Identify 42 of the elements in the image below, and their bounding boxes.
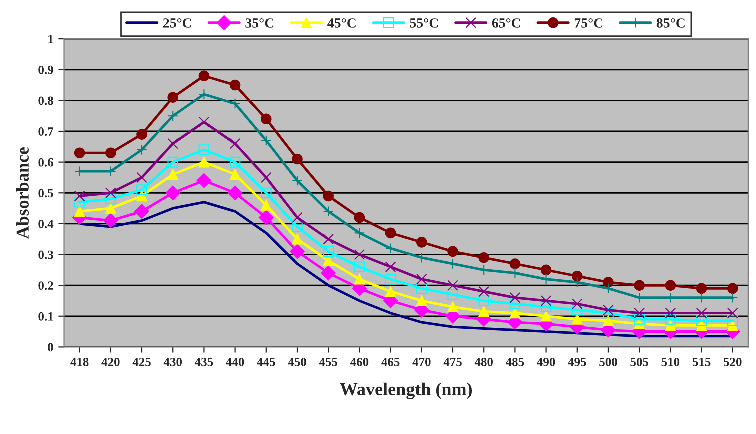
x-tick-label: 460 [350,358,369,366]
legend-label: 65°C [492,18,520,28]
y-tick-label: 0.1 [38,312,54,321]
y-tick-label: 0.2 [38,282,54,290]
x-tick-label: 520 [724,358,742,366]
x-tick-label: 505 [630,358,649,366]
y-tick-label: 0.6 [38,158,54,167]
x-tick-label: 425 [132,358,151,366]
x-tick-label: 420 [102,358,120,366]
x-tick-label: 510 [662,358,680,366]
legend-label: 55°C [410,18,438,28]
y-tick-label: 0.9 [38,66,54,74]
y-tick-label: 0.5 [38,189,54,198]
y-tick-label: 0.8 [38,96,54,106]
legend-label: 45°C [328,18,356,28]
legend-label: 35°C [246,18,274,28]
x-tick-label: 440 [226,358,244,366]
x-tick-label: 435 [195,358,214,366]
x-tick-label: 418 [70,358,89,366]
y-tick-label: 1 [48,35,54,44]
y-tick-label: 0.3 [38,250,54,260]
x-tick-label: 485 [506,358,524,366]
x-tick-label: 475 [444,358,462,366]
y-tick-label: 0 [48,343,54,352]
legend-label: 75°C [574,18,603,28]
y-axis-title: Absorbance [16,147,29,240]
x-tick-label: 490 [537,358,556,366]
y-tick-label: 0.4 [38,220,54,228]
x-tick-label: 445 [257,358,276,366]
x-tick-label: 455 [319,358,338,366]
x-tick-label: 515 [692,358,711,366]
x-axis-title: Wavelength (nm) [340,382,472,400]
y-tick-label: 0.7 [38,128,54,136]
x-tick-label: 465 [382,358,400,366]
x-tick-label: 430 [164,358,182,366]
legend-label: 25°C [164,18,192,28]
x-tick-label: 480 [474,358,493,366]
x-tick-label: 470 [412,358,431,366]
x-tick-label: 500 [600,358,618,366]
x-tick-label: 450 [288,358,306,366]
legend-label: 85°C [656,18,685,28]
x-tick-label: 495 [568,358,586,366]
